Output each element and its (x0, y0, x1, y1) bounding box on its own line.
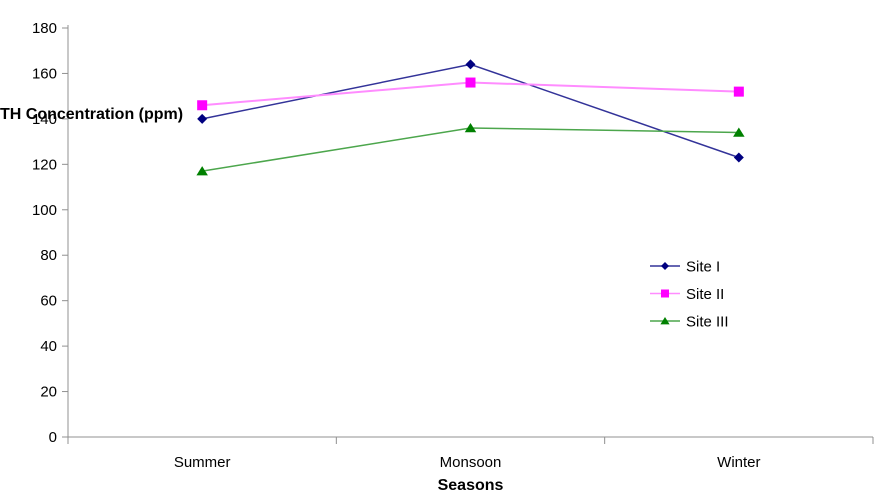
legend-marker-square-icon (661, 289, 669, 298)
data-point-site-iii-monsoon (464, 122, 477, 133)
y-tick-label: 180 (32, 20, 57, 37)
data-point-site-i-summer (197, 113, 208, 124)
legend-marker-diamond-icon (661, 262, 669, 270)
y-tick-label: 160 (32, 65, 57, 82)
data-point-site-ii-winter (733, 86, 744, 97)
series-line-site-iii (202, 127, 739, 172)
y-tick-label: 120 (32, 156, 57, 173)
x-category-label: Monsoon (440, 454, 502, 471)
data-point-site-ii-monsoon (465, 77, 476, 88)
legend-marker-triangle-icon (660, 317, 670, 325)
data-point-site-ii-summer (197, 100, 208, 111)
data-point-site-i-monsoon (465, 59, 476, 70)
y-tick-label: 0 (49, 429, 57, 446)
x-category-label: Winter (717, 454, 760, 471)
y-axis-title: TH Concentration (ppm) (0, 106, 184, 123)
data-point-site-i-winter (733, 152, 744, 163)
legend-label: Site II (686, 286, 724, 303)
y-tick-label: 60 (40, 293, 57, 310)
y-tick-label: 80 (40, 247, 57, 264)
y-tick-label: 100 (32, 202, 57, 219)
y-tick-label: 20 (40, 384, 57, 401)
legend-label: Site III (686, 314, 729, 331)
data-point-site-iii-summer (196, 166, 208, 176)
y-tick-label: 140 (32, 111, 57, 128)
legend-label: Site I (686, 259, 720, 276)
data-point-site-iii-winter (733, 127, 745, 137)
x-axis-title: Seasons (437, 477, 504, 494)
y-tick-label: 40 (40, 338, 57, 355)
x-category-label: Summer (174, 454, 231, 471)
